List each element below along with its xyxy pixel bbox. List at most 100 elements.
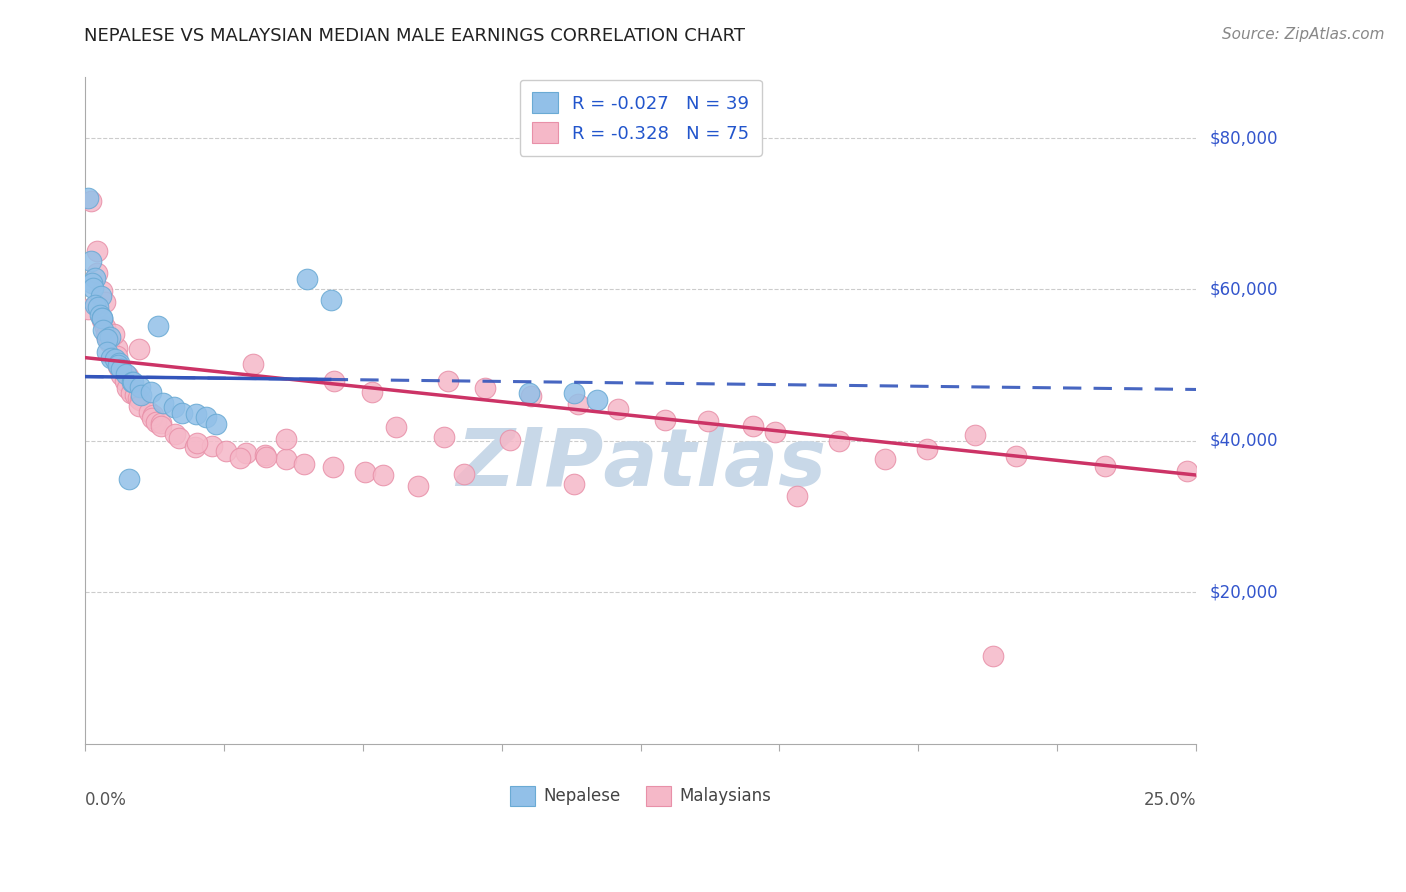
Point bbox=[229, 450, 252, 465]
Point bbox=[142, 409, 165, 423]
Point bbox=[152, 396, 174, 410]
Text: $80,000: $80,000 bbox=[1211, 129, 1278, 147]
Point bbox=[108, 356, 131, 370]
Point bbox=[96, 332, 118, 346]
Point bbox=[128, 399, 150, 413]
Point bbox=[567, 396, 589, 410]
Point bbox=[124, 388, 146, 402]
Point bbox=[98, 335, 121, 350]
Point bbox=[915, 442, 938, 456]
Point bbox=[371, 467, 394, 482]
Point bbox=[94, 328, 117, 343]
Point bbox=[474, 381, 496, 395]
Point bbox=[82, 281, 104, 295]
Text: ZIP​atlas: ZIP​atlas bbox=[456, 425, 825, 503]
Point bbox=[697, 414, 720, 428]
Text: NEPALESE VS MALAYSIAN MEDIAN MALE EARNINGS CORRELATION CHART: NEPALESE VS MALAYSIAN MEDIAN MALE EARNIN… bbox=[84, 27, 745, 45]
Point bbox=[786, 489, 808, 503]
Point bbox=[128, 342, 150, 356]
Point bbox=[117, 381, 139, 395]
Point bbox=[292, 457, 315, 471]
Text: Source: ZipAtlas.com: Source: ZipAtlas.com bbox=[1222, 27, 1385, 42]
Point bbox=[873, 452, 896, 467]
Point bbox=[110, 362, 132, 376]
Point bbox=[91, 311, 114, 326]
Point bbox=[96, 345, 118, 359]
Point bbox=[77, 191, 100, 205]
Point bbox=[86, 244, 108, 259]
Point bbox=[163, 401, 186, 415]
Point bbox=[131, 388, 153, 402]
Point bbox=[105, 342, 128, 356]
Point bbox=[82, 276, 104, 290]
Point bbox=[828, 434, 851, 448]
Point bbox=[319, 293, 342, 307]
Point bbox=[110, 368, 132, 383]
Point bbox=[242, 357, 264, 371]
Point bbox=[87, 300, 110, 314]
Point bbox=[94, 294, 117, 309]
Point bbox=[89, 308, 111, 322]
Point bbox=[499, 433, 522, 447]
Point bbox=[742, 418, 765, 433]
Point bbox=[94, 320, 117, 334]
Point bbox=[103, 327, 125, 342]
Point bbox=[606, 402, 628, 417]
Point bbox=[235, 446, 257, 460]
Text: 0.0%: 0.0% bbox=[86, 790, 127, 808]
Point bbox=[763, 425, 786, 439]
Point bbox=[80, 254, 103, 268]
Point bbox=[117, 472, 139, 486]
Point bbox=[104, 351, 127, 366]
Point bbox=[150, 419, 173, 434]
Point bbox=[105, 349, 128, 363]
Point bbox=[322, 374, 344, 388]
Point bbox=[453, 467, 475, 482]
Point bbox=[127, 392, 149, 406]
Point bbox=[205, 417, 228, 431]
Point bbox=[194, 410, 217, 425]
Point bbox=[114, 374, 136, 388]
Point bbox=[141, 411, 163, 425]
Point bbox=[91, 284, 114, 298]
Text: $60,000: $60,000 bbox=[1211, 280, 1278, 299]
Point bbox=[256, 450, 278, 464]
Point bbox=[145, 415, 167, 429]
Point bbox=[274, 452, 297, 467]
Point bbox=[254, 448, 277, 462]
Point bbox=[586, 393, 609, 408]
Text: $20,000: $20,000 bbox=[1211, 583, 1278, 601]
Point bbox=[129, 380, 152, 394]
Point bbox=[117, 369, 139, 384]
Point bbox=[562, 477, 585, 491]
Point bbox=[963, 427, 986, 442]
Point bbox=[201, 439, 224, 453]
Point bbox=[108, 360, 131, 375]
Point bbox=[91, 323, 114, 337]
Point bbox=[406, 479, 429, 493]
Point bbox=[121, 375, 143, 389]
Point bbox=[98, 330, 121, 344]
Point bbox=[139, 385, 162, 400]
Point bbox=[322, 460, 344, 475]
Point bbox=[170, 406, 193, 420]
Point bbox=[165, 427, 187, 442]
Point bbox=[361, 384, 384, 399]
Point bbox=[1094, 458, 1116, 473]
Point bbox=[215, 443, 238, 458]
Point bbox=[562, 386, 585, 401]
Point bbox=[84, 298, 107, 312]
Point bbox=[517, 385, 540, 400]
Point bbox=[115, 367, 138, 381]
Point bbox=[433, 429, 456, 443]
Point bbox=[100, 351, 122, 365]
Point bbox=[169, 432, 191, 446]
Point bbox=[437, 374, 460, 388]
Point bbox=[138, 405, 160, 419]
Point bbox=[107, 359, 129, 373]
Point bbox=[184, 407, 207, 421]
Point bbox=[186, 435, 208, 450]
Point bbox=[90, 310, 112, 325]
Point bbox=[83, 271, 105, 285]
Point bbox=[384, 419, 406, 434]
